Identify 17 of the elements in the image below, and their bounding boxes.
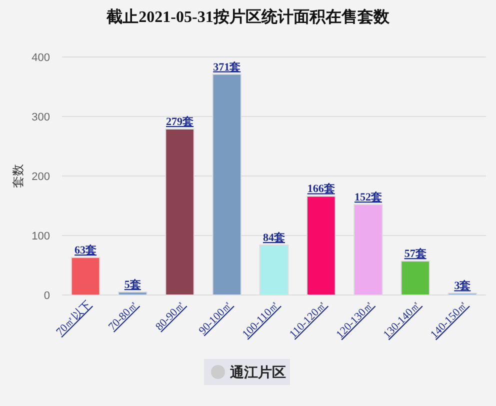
data-label: 279套 [166, 114, 194, 128]
data-label: 5套 [124, 278, 141, 292]
text: 通江片区 [229, 364, 286, 381]
data-label: 166套 [307, 182, 335, 196]
y-tick-label: 300 [32, 112, 50, 124]
data-label: 371套 [213, 60, 241, 74]
chart-title: 截止2021-05-31按片区统计面积在售套数 [106, 8, 390, 26]
y-tick-label: 200 [32, 171, 50, 183]
y-tick-label: 100 [32, 230, 50, 242]
data-label: 3套 [454, 279, 471, 292]
y-axis-title: 套数 [11, 164, 25, 188]
data-label: 63套 [74, 244, 97, 257]
data-label: 84套 [263, 231, 285, 244]
data-label: 57套 [404, 247, 426, 260]
y-tick-label: 400 [32, 52, 50, 64]
y-tick-label: 0 [44, 290, 50, 302]
data-label: 152套 [354, 190, 382, 204]
